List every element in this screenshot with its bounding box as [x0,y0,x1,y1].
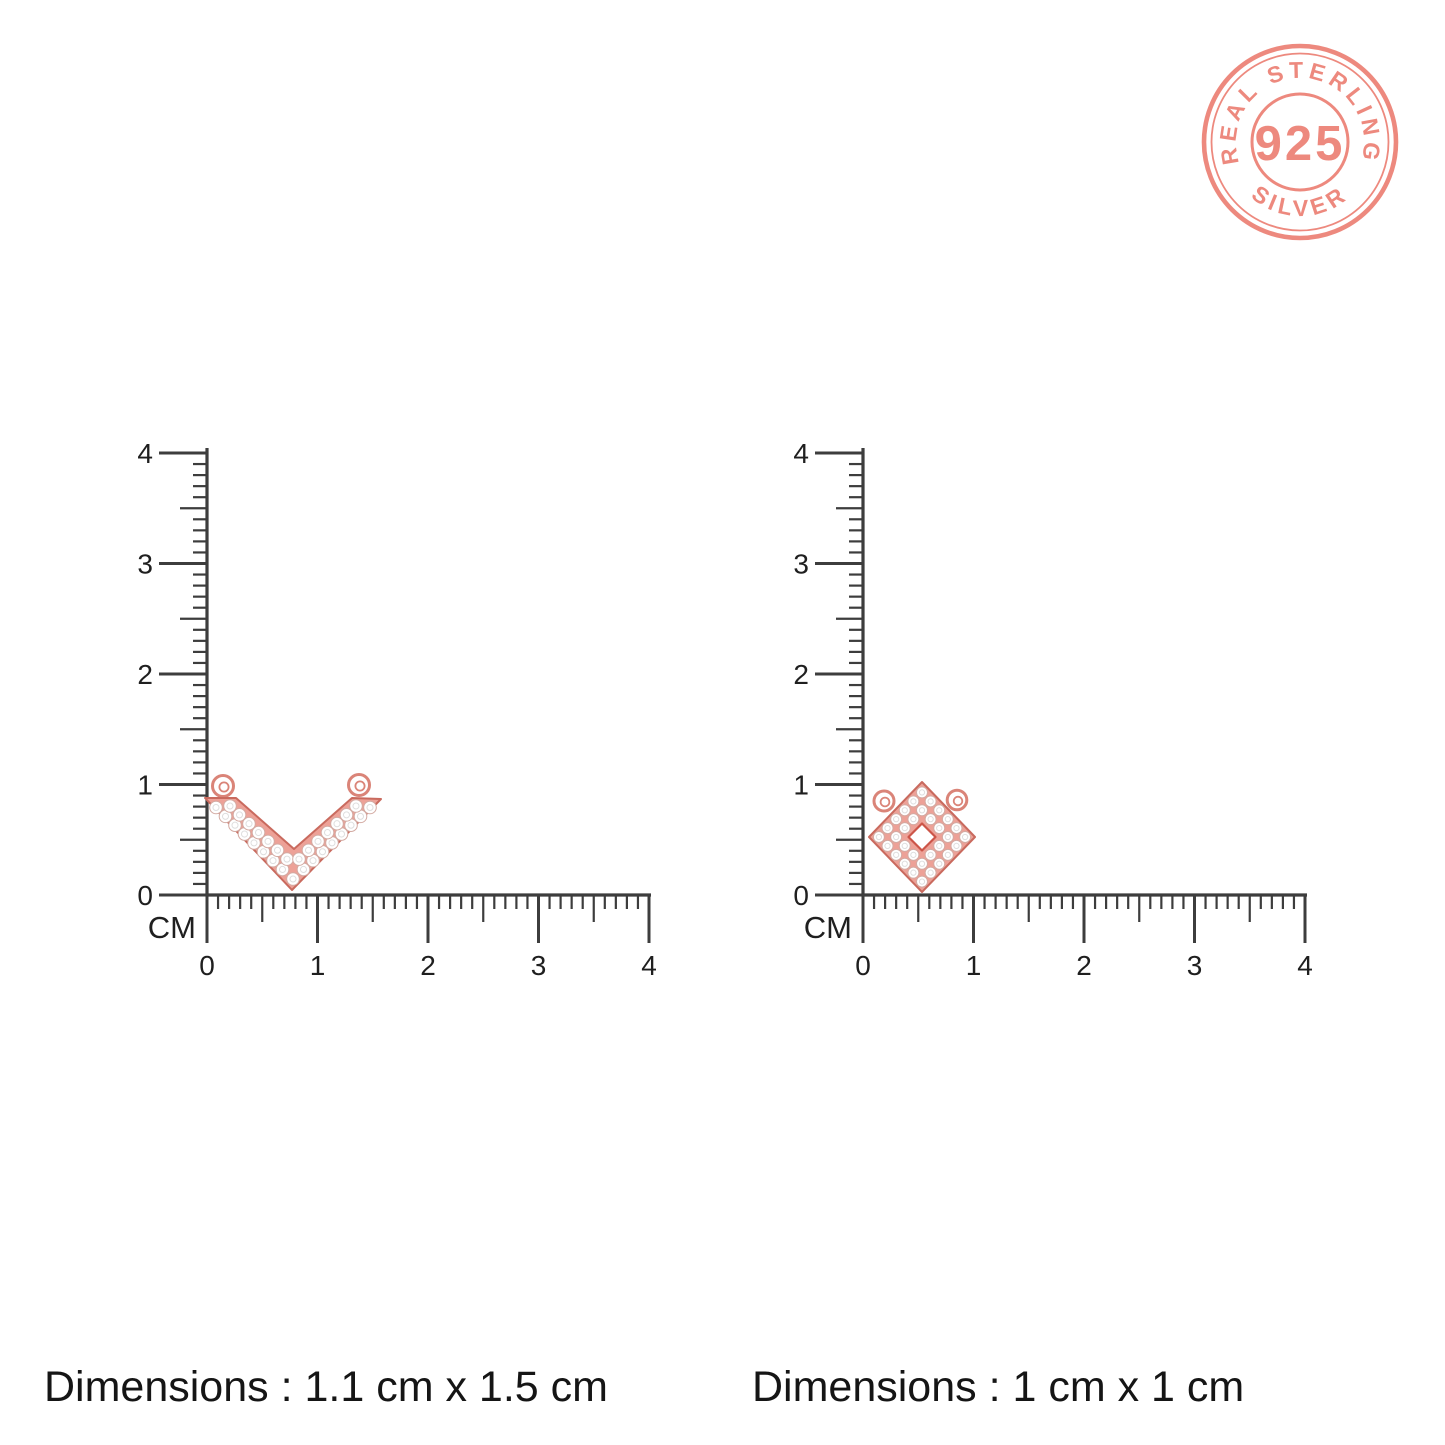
ruler-right-v2: 2 [793,659,809,690]
ruler-left-v4: 4 [137,438,153,469]
sterling-925-stamp: REAL STERLING SILVER 925 [1201,43,1399,241]
ruler-right-h0: 0 [855,950,871,981]
ruler-right-ticks [815,448,1307,943]
stamp-925-text: 925 [1255,117,1346,171]
ruler-right-h2: 2 [1076,950,1092,981]
ruler-left-v2: 2 [137,659,153,690]
square-pendant-center-hole [907,822,937,852]
v-pendant-jump-ring-right [347,773,371,797]
ruler-left-h2: 2 [420,950,436,981]
ruler-left-v3: 3 [137,549,153,580]
ruler-right-v3: 3 [793,549,809,580]
square-pendant-jump-ring-right [945,788,969,812]
stamp-outer-ring [1201,43,1399,241]
square-pendant-jump-ring-left [872,789,896,813]
ruler-left-ticks [159,448,651,943]
square-pendant [868,781,976,893]
ruler-right-unit-label: CM [804,910,852,945]
ruler-left: 4 3 2 1 0 CM 0 1 2 3 4 [137,438,656,981]
ruler-left-h0: 0 [199,950,215,981]
v-pendant-jump-ring-left [211,774,235,798]
square-pendant-stones [872,786,972,888]
ruler-left-v1: 1 [137,770,153,801]
ruler-left-h3: 3 [531,950,547,981]
v-pendant-stones [209,799,377,886]
stamp-bottom-text: SILVER [1247,180,1353,221]
ruler-right-h4: 4 [1297,950,1313,981]
stamp-second-ring [1210,52,1390,232]
ruler-right-v1: 1 [793,770,809,801]
v-pendant [204,773,382,891]
ruler-right-h1: 1 [966,950,982,981]
ruler-left-h4: 4 [641,950,657,981]
ruler-right-v0: 0 [793,880,809,911]
ruler-left-unit-label: CM [148,910,196,945]
left-product-dimensions-label: Dimensions : 1.1 cm x 1.5 cm [44,1363,608,1411]
right-product-dimensions-label: Dimensions : 1 cm x 1 cm [752,1363,1245,1411]
ruler-right-v4: 4 [793,438,809,469]
ruler-right: 4 3 2 1 0 CM 0 1 2 3 4 [793,438,1312,981]
ruler-left-h1: 1 [310,950,326,981]
stamp-inner-ring [1250,92,1350,192]
ruler-right-h3: 3 [1187,950,1203,981]
ruler-left-v0: 0 [137,880,153,911]
